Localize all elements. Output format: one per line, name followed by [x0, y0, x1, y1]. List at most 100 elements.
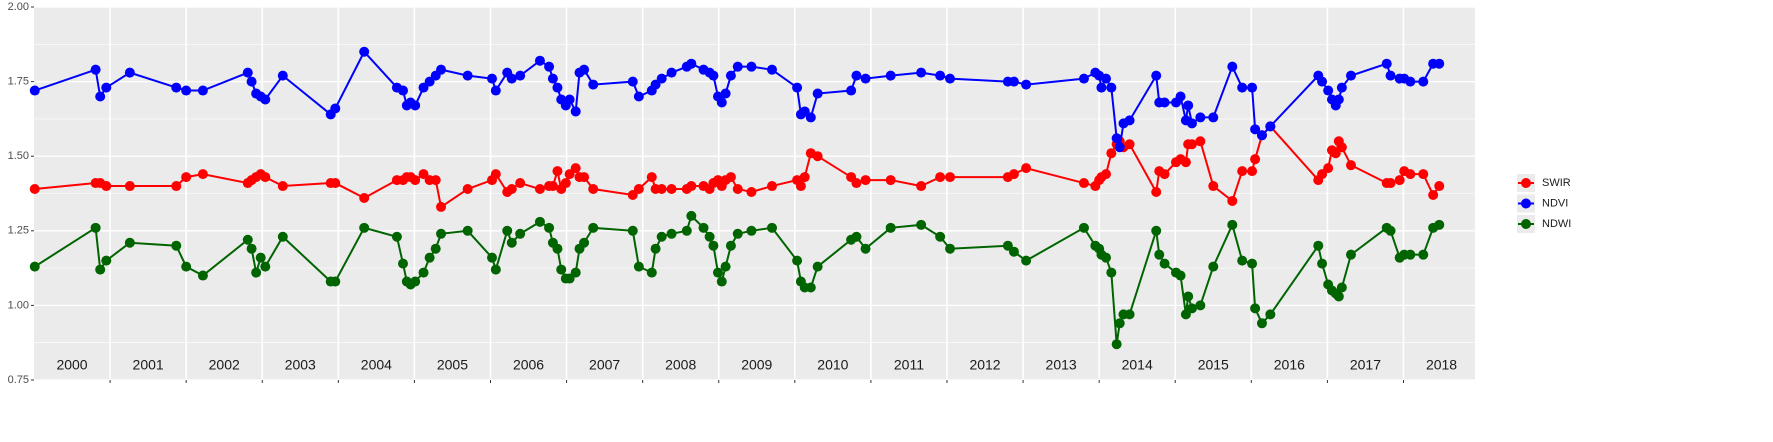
point — [656, 73, 667, 84]
point — [1333, 94, 1344, 105]
point — [552, 243, 563, 254]
point — [1208, 181, 1219, 192]
legend-label: NDWI — [1542, 218, 1571, 230]
point — [1159, 258, 1170, 269]
point — [101, 181, 112, 192]
point — [277, 231, 288, 242]
point — [560, 178, 571, 189]
point — [732, 61, 743, 72]
year-label: 2002 — [209, 357, 240, 373]
point — [716, 97, 727, 108]
point — [1106, 267, 1117, 278]
point — [1237, 255, 1248, 266]
point — [746, 187, 757, 198]
point — [792, 255, 803, 266]
point — [547, 181, 558, 192]
y-tick-label: 2.00 — [8, 1, 29, 13]
year-label: 2011 — [894, 357, 924, 373]
legend-point — [1521, 178, 1531, 188]
point — [430, 175, 441, 186]
point — [633, 261, 644, 272]
point — [330, 276, 341, 287]
year-label: 2008 — [665, 357, 696, 373]
point — [1021, 79, 1032, 90]
point — [515, 70, 526, 81]
point — [462, 184, 473, 195]
point — [633, 91, 644, 102]
point — [124, 237, 135, 248]
point — [795, 181, 806, 192]
point — [725, 240, 736, 251]
point — [860, 73, 871, 84]
point — [1151, 187, 1162, 198]
point — [1381, 58, 1392, 69]
point — [725, 70, 736, 81]
point — [397, 258, 408, 269]
point — [627, 76, 638, 87]
point — [1418, 76, 1429, 87]
point — [330, 103, 341, 114]
point — [1428, 189, 1439, 200]
point — [410, 276, 421, 287]
point — [515, 178, 526, 189]
point — [515, 228, 526, 239]
point — [1151, 70, 1162, 81]
year-label: 2000 — [56, 357, 87, 373]
point — [686, 58, 697, 69]
year-label: 2006 — [513, 357, 544, 373]
point — [1418, 249, 1429, 260]
point — [805, 282, 816, 293]
point — [359, 192, 370, 203]
point — [812, 151, 823, 162]
point — [29, 184, 40, 195]
point — [534, 55, 545, 66]
point — [171, 240, 182, 251]
point — [556, 264, 567, 275]
point — [570, 267, 581, 278]
point — [490, 264, 501, 275]
year-label: 2007 — [589, 357, 620, 373]
point — [681, 225, 692, 236]
point — [851, 231, 862, 242]
point — [579, 64, 590, 75]
point — [95, 91, 106, 102]
point — [418, 267, 429, 278]
point — [812, 88, 823, 99]
point — [544, 222, 555, 233]
point — [666, 184, 677, 195]
point — [885, 222, 896, 233]
point — [656, 231, 667, 242]
point — [552, 166, 563, 177]
point — [656, 184, 667, 195]
point — [197, 270, 208, 281]
point — [544, 61, 555, 72]
point — [506, 73, 517, 84]
y-tick-label: 1.00 — [8, 299, 29, 311]
point — [1265, 309, 1276, 320]
point — [1345, 249, 1356, 260]
y-tick-label: 0.75 — [8, 374, 29, 386]
point — [1323, 163, 1334, 174]
point — [1345, 160, 1356, 171]
point — [732, 228, 743, 239]
series — [29, 210, 1445, 350]
point — [716, 276, 727, 287]
point — [1195, 136, 1206, 147]
point — [570, 163, 581, 174]
point — [1183, 100, 1194, 111]
point — [1247, 258, 1258, 269]
point — [799, 172, 810, 183]
point — [547, 73, 558, 84]
point — [720, 88, 731, 99]
point — [746, 225, 757, 236]
point — [95, 264, 106, 275]
point — [29, 261, 40, 272]
year-label: 2017 — [1350, 357, 1381, 373]
point — [101, 82, 112, 93]
point — [766, 222, 777, 233]
point — [588, 79, 599, 90]
point — [579, 172, 590, 183]
point — [490, 169, 501, 180]
point — [792, 82, 803, 93]
